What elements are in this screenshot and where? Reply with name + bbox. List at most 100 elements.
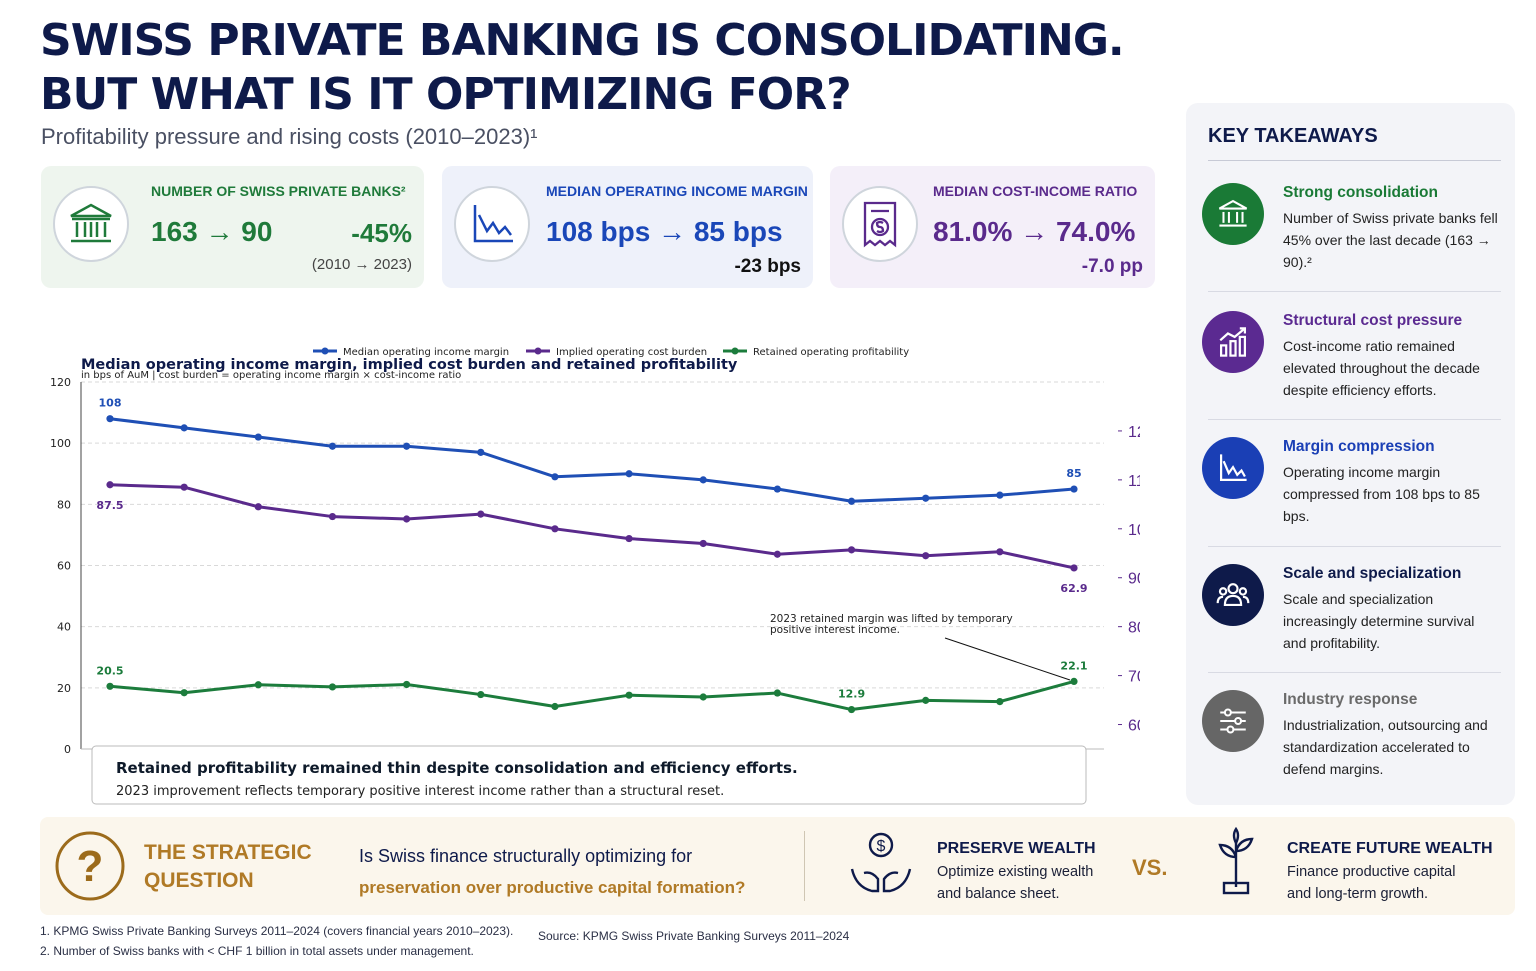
takeaway-title: Industry response [1283,691,1418,708]
bar-chart-up-icon [1202,311,1264,373]
data-point [403,680,411,689]
data-point [180,424,188,432]
people-icon [1202,564,1264,626]
legend-marker [321,347,329,355]
line-chart: Median operating income margin, implied … [50,347,1140,805]
kpi-card-cost-income: MEDIAN COST-INCOME RATIO 81.0% → 74.0% -… [830,166,1155,288]
callout-title: Retained profitability remained thin des… [116,759,798,777]
strategic-question-text: Is Swiss finance structurally optimizing… [359,841,745,903]
data-point [106,415,114,423]
page-subtitle: Profitability pressure and rising costs … [41,124,538,149]
data-point [254,433,262,441]
data-point [699,476,707,484]
preserve-line-1: Optimize existing wealth [937,864,1094,880]
kpi-label: MEDIAN OPERATING INCOME MARGIN [546,183,808,199]
data-point [996,697,1004,706]
data-point [699,539,707,548]
kpi-value: 108 bps → 85 bps [546,216,783,247]
y-tick-label: 60 [57,560,71,573]
data-point [180,483,188,491]
takeaway-body: Scale and specialization increasingly de… [1283,591,1475,651]
data-point [254,681,262,689]
data-label: 22.1 [1060,659,1087,672]
data-point [922,696,930,704]
data-point [551,525,559,533]
footnote-2: 2. Number of Swiss banks with < CHF 1 bi… [40,944,474,958]
takeaway-title: Scale and specialization [1283,565,1462,582]
preserve-line-2: and balance sheet. [937,886,1060,902]
y-tick-label: 20 [57,682,71,695]
y-tick-label: 40 [57,621,71,634]
data-point [328,683,337,691]
chart-title: Median operating income margin, implied … [81,357,738,373]
series-line-0 [109,417,1075,503]
takeaway-body: Industrialization, outsourcing and stand… [1283,717,1488,777]
y2-tick-label: 70 [1128,669,1140,686]
preserve-title: PRESERVE WEALTH [937,840,1096,857]
data-point [403,442,411,450]
legend-label: Median operating income margin [343,347,509,358]
y-tick-label: 120 [50,376,71,389]
kpi-value: 81.0% → 74.0% [933,216,1136,247]
data-point [847,546,856,554]
annotation-text-line-1: 2023 retained margin was lifted by tempo… [770,613,1013,625]
takeaway-title: Structural cost pressure [1283,312,1463,329]
source-note: Source: KPMG Swiss Private Banking Surve… [538,929,850,943]
takeaway-title: Margin compression [1283,438,1435,455]
data-point [477,510,485,518]
receipt-icon [842,186,918,262]
trend-down-icon [1202,437,1264,499]
data-point [403,515,411,523]
bank-icon [1202,183,1264,245]
data-point [477,448,485,456]
data-point [106,682,114,690]
kpi-change: -45% [351,218,412,248]
data-point [625,691,633,699]
data-point [625,534,633,543]
y-tick-label: 100 [50,437,71,450]
svg-text:?: ? [77,842,104,891]
takeaway-body: Cost-income ratio remained elevated thro… [1283,338,1480,398]
vs-label: VS. [1132,855,1168,880]
data-label: 20.5 [96,664,123,677]
data-label: 12.9 [838,688,865,701]
data-label: 108 [99,397,122,410]
data-point [625,470,633,478]
page-title: SWISS PRIVATE BANKING IS CONSOLIDATING. … [40,14,1125,122]
hands-coin-icon: $ [850,832,912,893]
y2-tick-label: 80 [1128,620,1140,637]
data-point [699,693,707,701]
y2-tick-label: 120 [1128,424,1140,441]
strategic-question-banner: ? THE STRATEGIC QUESTION Is Swiss financ… [40,817,1515,915]
series-line-1 [109,483,1075,570]
y2-tick-label: 60 [1128,718,1140,735]
data-label: 85 [1066,467,1081,480]
data-point [922,552,930,560]
question-line-2: preservation over productive capital for… [359,878,746,897]
data-point [922,494,930,502]
create-line-2: and long-term growth. [1287,886,1429,902]
data-point [773,689,781,697]
kpi-card-margin: MEDIAN OPERATING INCOME MARGIN 108 bps →… [442,166,813,288]
strategic-label-line-2: QUESTION [144,869,254,892]
divider [1208,546,1501,547]
data-point [551,702,559,711]
data-point [1070,677,1078,686]
title-line-2: BUT WHAT IS IT OPTIMIZING FOR? [40,69,852,120]
divider [804,831,805,901]
data-point [1070,485,1078,493]
takeaway-body: Operating income margin compressed from … [1283,464,1480,524]
takeaway-body: Number of Swiss private banks fell 45% o… [1283,210,1498,270]
data-point [773,485,781,493]
question-line-1: Is Swiss finance structurally optimizing… [359,846,693,866]
trend-down-icon [454,186,530,262]
y2-tick-label: 110 [1128,473,1140,490]
data-point [996,491,1004,499]
data-point [477,690,485,699]
divider [1208,419,1501,420]
bank-icon [53,186,129,262]
data-label: 87.5 [96,499,123,512]
data-point [106,481,114,489]
callout-box [91,745,1087,805]
data-point [551,473,559,481]
